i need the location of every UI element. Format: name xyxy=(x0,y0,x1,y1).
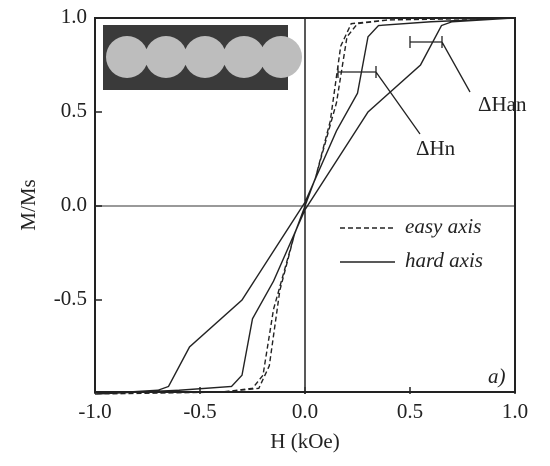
legend-label: hard axis xyxy=(405,248,483,272)
y-axis-label: M/Ms xyxy=(16,179,40,230)
annotation: ΔHan xyxy=(478,92,527,116)
data-line xyxy=(94,17,516,395)
inset-particles xyxy=(106,36,302,78)
x-axis-label: H (kOe) xyxy=(270,429,339,453)
panel-label: a) xyxy=(488,364,506,388)
x-tick-label: 0.5 xyxy=(397,399,423,423)
y-tick-label: -0.5 xyxy=(54,286,87,310)
plot-frame xyxy=(94,17,516,393)
annotation: ΔHn xyxy=(416,136,456,160)
x-tick-label: -1.0 xyxy=(78,399,111,423)
y-tick-label: 1.0 xyxy=(61,4,87,28)
x-tick-label: -0.5 xyxy=(183,399,216,423)
x-tick-label: 0.0 xyxy=(292,399,318,423)
y-tick-label: 0.5 xyxy=(61,98,87,122)
x-tick-label: 1.0 xyxy=(502,399,528,423)
annotation-brackets xyxy=(337,36,471,135)
y-tick-label: 0.0 xyxy=(61,192,87,216)
legend-label: easy axis xyxy=(405,214,481,238)
data-line xyxy=(94,17,516,395)
